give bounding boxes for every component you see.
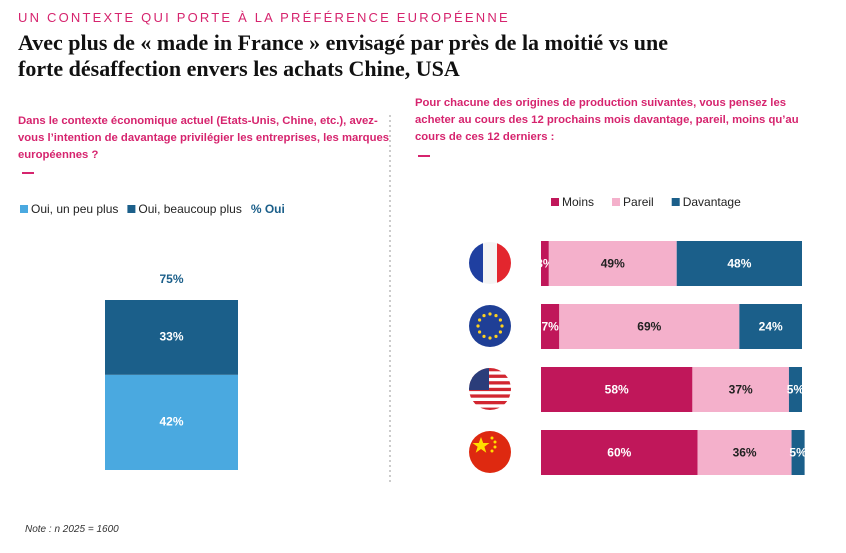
bar-segment bbox=[692, 367, 789, 412]
legend-swatch bbox=[612, 198, 621, 206]
bar-segment bbox=[541, 241, 549, 286]
legend-label: Moins bbox=[562, 195, 594, 209]
title: Avec plus de « made in France » envisagé… bbox=[18, 30, 668, 81]
legend-label: Oui, beaucoup plus bbox=[138, 202, 241, 216]
bar-segment bbox=[105, 374, 238, 470]
bar-segment bbox=[541, 430, 698, 475]
value-label: 48% bbox=[727, 257, 751, 271]
note: Note : n 2025 = 1600 bbox=[25, 524, 119, 535]
legend-swatch bbox=[671, 198, 680, 206]
value-label: 5% bbox=[787, 383, 805, 397]
value-label: 5% bbox=[789, 446, 807, 460]
bar-segment bbox=[559, 304, 740, 349]
flag-usa bbox=[469, 368, 511, 410]
bar-segment bbox=[105, 300, 238, 375]
bar-segment bbox=[676, 241, 802, 286]
total-label: 75% bbox=[159, 272, 183, 286]
question: Pour chacune des origines de production … bbox=[415, 97, 799, 143]
legend-label: Oui, un peu plus bbox=[31, 202, 118, 216]
bar-segment bbox=[788, 367, 802, 412]
legend-label: Davantage bbox=[683, 195, 741, 209]
bar-segment bbox=[548, 241, 677, 286]
value-label: 58% bbox=[605, 383, 629, 397]
value-label: 7% bbox=[541, 320, 559, 334]
question: Dans le contexte économique actuel (Etat… bbox=[18, 115, 390, 161]
value-label: 33% bbox=[159, 330, 183, 344]
bar-segment bbox=[541, 367, 693, 412]
dash bbox=[22, 172, 34, 174]
flag-eu bbox=[469, 305, 511, 347]
bar-segment bbox=[541, 304, 560, 349]
bar-segment bbox=[739, 304, 802, 349]
value-label: 49% bbox=[601, 257, 625, 271]
value-label: 37% bbox=[729, 383, 753, 397]
legend-swatch bbox=[127, 205, 136, 213]
dash bbox=[418, 155, 430, 157]
value-label: 42% bbox=[159, 415, 183, 429]
value-label: 36% bbox=[733, 446, 757, 460]
value-label: 69% bbox=[637, 320, 661, 334]
flag-france bbox=[469, 242, 511, 284]
value-label: 60% bbox=[607, 446, 631, 460]
flag-china bbox=[469, 431, 511, 473]
legend-swatch bbox=[551, 198, 559, 206]
value-label: 24% bbox=[759, 320, 783, 334]
legend-total: % Oui bbox=[251, 202, 285, 216]
bar-segment bbox=[791, 430, 805, 475]
legend-swatch bbox=[20, 205, 28, 213]
bar-segment bbox=[697, 430, 792, 475]
legend-label: Pareil bbox=[623, 195, 654, 209]
kicker: UN CONTEXTE QUI PORTE À LA PRÉFÉRENCE EU… bbox=[18, 10, 510, 25]
